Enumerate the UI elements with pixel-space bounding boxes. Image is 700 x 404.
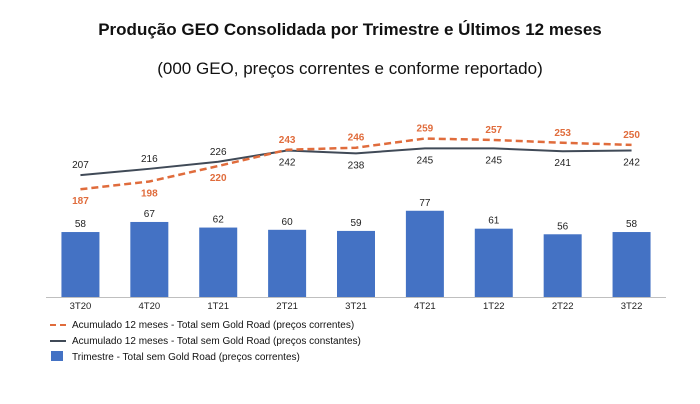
line-constant-prices: [80, 147, 632, 177]
legend-item-current-prices: Acumulado 12 meses - Total sem Gold Road…: [50, 317, 361, 333]
legend-solid-line-swatch: [50, 335, 66, 347]
current-label-3T21: 246: [348, 133, 365, 144]
current-label-3T20: 187: [72, 196, 89, 207]
current-label-1T21: 220: [210, 173, 227, 184]
constant-label-2T21: 242: [279, 158, 296, 169]
legend-label-quarter: Trimestre - Total sem Gold Road (preços …: [72, 351, 300, 363]
current-label-4T21: 259: [417, 124, 434, 135]
bar-3T22: [612, 232, 651, 297]
bar-label-1T21: 62: [213, 215, 225, 226]
bar-4T20: [130, 221, 169, 297]
bar-label-3T20: 58: [75, 219, 87, 230]
constant-label-2T22: 241: [554, 158, 571, 169]
current-label-4T20: 198: [141, 188, 158, 199]
x-tick-1T22: 1T22: [483, 301, 505, 312]
bar-label-1T22: 61: [488, 216, 500, 227]
bar-1T22: [474, 228, 513, 297]
constant-label-3T20: 207: [72, 160, 89, 171]
chart-title: Produção GEO Consolidada por Trimestre e…: [98, 20, 602, 39]
x-tick-4T21: 4T21: [414, 301, 436, 312]
current-label-2T21: 243: [279, 135, 296, 146]
x-tick-3T20: 3T20: [70, 301, 92, 312]
x-tick-2T22: 2T22: [552, 301, 574, 312]
current-label-2T22: 253: [554, 128, 571, 139]
bar-3T20: [61, 232, 100, 297]
constant-label-4T20: 216: [141, 154, 158, 165]
x-tick-3T22: 3T22: [621, 301, 643, 312]
bar-label-3T21: 59: [350, 218, 362, 229]
legend-item-constant-prices: Acumulado 12 meses - Total sem Gold Road…: [50, 333, 361, 349]
constant-label-4T21: 245: [417, 155, 434, 166]
legend-item-quarter: Trimestre - Total sem Gold Road (preços …: [50, 349, 361, 365]
bar-1T21: [199, 227, 238, 297]
bar-4T21: [405, 210, 444, 297]
bar-label-2T22: 56: [557, 221, 569, 232]
current-label-3T22: 250: [623, 130, 640, 141]
x-tick-2T21: 2T21: [276, 301, 298, 312]
x-tick-1T21: 1T21: [207, 301, 229, 312]
bar-label-4T20: 67: [144, 209, 156, 220]
constant-label-3T21: 238: [348, 160, 365, 171]
bar-label-4T21: 77: [419, 198, 431, 209]
bar-label-3T22: 58: [626, 219, 638, 230]
chart-subtitle: (000 GEO, preços correntes e conforme re…: [157, 59, 543, 78]
legend-bar-swatch: [50, 351, 66, 363]
current-label-1T22: 257: [485, 125, 502, 136]
constant-label-1T22: 245: [485, 155, 502, 166]
legend-label-current-prices: Acumulado 12 meses - Total sem Gold Road…: [72, 319, 355, 331]
chart-legend: Acumulado 12 meses - Total sem Gold Road…: [50, 317, 361, 365]
bar-2T21: [268, 229, 307, 297]
legend-label-constant-prices: Acumulado 12 meses - Total sem Gold Road…: [72, 335, 361, 347]
x-tick-4T20: 4T20: [139, 301, 161, 312]
legend-dashed-line-swatch: [50, 319, 66, 331]
constant-label-1T21: 226: [210, 147, 227, 158]
bar-3T21: [337, 230, 375, 297]
x-tick-3T21: 3T21: [345, 301, 367, 312]
line-current-prices: [80, 137, 632, 191]
bar-2T22: [543, 234, 582, 297]
bar-label-2T21: 60: [282, 217, 294, 228]
constant-label-3T22: 242: [623, 158, 640, 169]
